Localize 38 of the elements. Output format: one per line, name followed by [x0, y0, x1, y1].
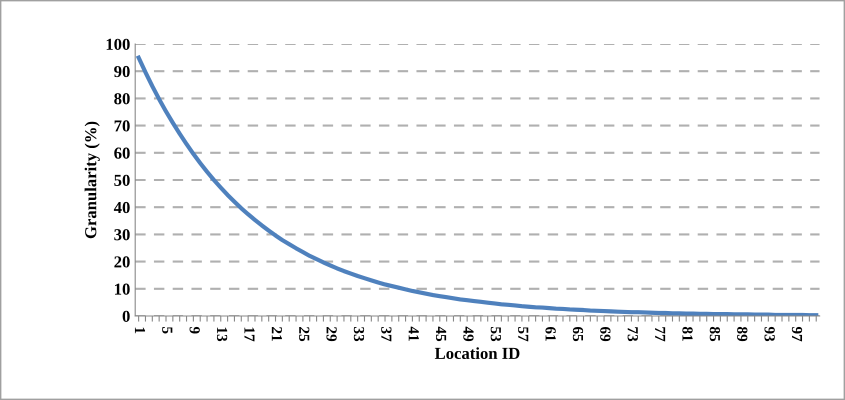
x-axis-title: Location ID [434, 347, 520, 359]
y-tick-label: 100 [106, 38, 130, 50]
x-tick-label: 77 [655, 327, 666, 342]
y-tick-label: 0 [122, 310, 130, 322]
x-tick-label: 13 [216, 328, 228, 342]
y-tick-label: 20 [114, 256, 130, 268]
x-tick-label: 17 [244, 328, 255, 342]
y-axis-title: Granularity (%) [84, 122, 100, 238]
x-tick-label: 33 [354, 326, 364, 342]
x-tick-label: 97 [792, 326, 802, 342]
x-tick-label: 25 [299, 327, 310, 342]
y-tick-label: 90 [114, 66, 130, 78]
x-tick-label: 61 [545, 326, 556, 341]
x-tick-label: 29 [326, 327, 337, 342]
y-tick-label: 70 [114, 120, 130, 132]
x-tick-label: 1 [134, 328, 146, 334]
y-tick-label: 50 [114, 174, 130, 186]
x-tick-label: 81 [682, 326, 693, 341]
x-tick-label: 41 [408, 326, 419, 341]
x-tick-label: 85 [710, 326, 720, 342]
y-tick-label: 60 [114, 148, 130, 159]
x-tick-label: 69 [600, 326, 610, 342]
x-tick-label: 5 [162, 327, 172, 334]
x-tick-label: 57 [518, 327, 528, 342]
x-tick-label: 45 [436, 326, 446, 342]
x-tick-label: 37 [381, 326, 392, 342]
x-tick-label: 65 [572, 326, 584, 342]
y-tick-label: 40 [114, 202, 130, 214]
x-tick-label: 73 [628, 327, 638, 342]
x-tick-label: 9 [190, 326, 200, 334]
x-tick-label: 89 [737, 326, 748, 342]
y-tick-label: 30 [114, 229, 130, 240]
y-tick-label: 10 [115, 284, 130, 295]
x-tick-label: 49 [463, 326, 474, 342]
x-tick-label: 93 [764, 326, 775, 342]
x-tick-label: 53 [490, 327, 501, 342]
x-tick-label: 21 [272, 327, 282, 341]
y-tick-label: 80 [114, 93, 130, 104]
